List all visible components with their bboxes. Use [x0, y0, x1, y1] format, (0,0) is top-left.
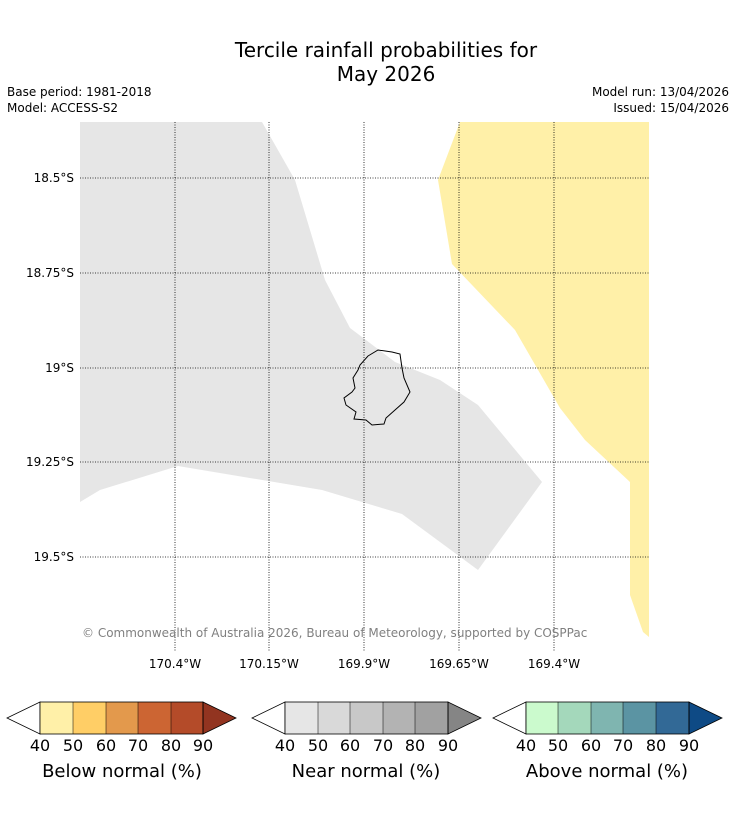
legend-tick: 80 [160, 736, 182, 755]
legend-tick: 70 [127, 736, 149, 755]
gridlines [80, 122, 649, 652]
legend-above-under-arrow [492, 701, 527, 735]
legend-below-label: Below normal (%) [42, 761, 202, 782]
model-run: Model run: 13/04/2026 [591, 85, 729, 99]
legend-tick: 90 [678, 736, 700, 755]
legend-below-swatch-40 [40, 702, 73, 734]
legend-below-under-arrow [6, 701, 41, 735]
near-normal-region [80, 122, 542, 570]
legend-above-swatch-40 [526, 702, 558, 734]
legend-near-swatch-80 [415, 702, 448, 734]
legend-below-swatch-60 [106, 702, 138, 734]
legend-above-swatch-60 [591, 702, 623, 734]
legend-tick: 40 [274, 736, 296, 755]
legend-near [251, 701, 482, 735]
legend-tick: 50 [547, 736, 569, 755]
lon-label-169-4: 169.4°W [527, 657, 581, 671]
legend-near-swatch-60 [350, 702, 383, 734]
legend-tick: 60 [95, 736, 117, 755]
lat-label-18-5: 18.5°S [33, 171, 74, 185]
legend-tick: 40 [515, 736, 537, 755]
legend-near-swatch-70 [383, 702, 415, 734]
legend-near-swatch-40 [285, 702, 318, 734]
legend-tick: 80 [404, 736, 426, 755]
legend-tick: 40 [29, 736, 51, 755]
legend-above-label: Above normal (%) [525, 761, 689, 782]
legend-tick: 50 [62, 736, 84, 755]
legend-tick: 70 [612, 736, 634, 755]
legend-above-over-arrow [688, 701, 723, 735]
legend-below-swatch-50 [73, 702, 106, 734]
model-name: Model: ACCESS-S2 [7, 101, 119, 115]
lon-label-170-15: 170.15°W [239, 657, 299, 671]
lat-label-18-75: 18.75°S [26, 266, 74, 280]
meta-left: Base period: 1981-2018 Model: ACCESS-S2 [7, 84, 152, 116]
legend-near-over-arrow [447, 701, 482, 735]
legend-near-swatch-50 [318, 702, 350, 734]
legend-below-swatch-70 [138, 702, 171, 734]
legend-tick: 80 [645, 736, 667, 755]
lat-label-19: 19°S [45, 361, 74, 375]
lon-label-169-65: 169.65°W [429, 657, 489, 671]
lat-label-19-5: 19.5°S [33, 550, 74, 564]
below-normal-region [438, 122, 649, 637]
legend-tick: 60 [339, 736, 361, 755]
legend-below-swatch-80 [171, 702, 203, 734]
legend-below [6, 701, 237, 735]
legend-tick: 90 [192, 736, 214, 755]
meta-right: Model run: 13/04/2026 Issued: 15/04/2026 [592, 84, 729, 116]
lon-label-170-4: 170.4°W [148, 657, 202, 671]
legend-below-over-arrow [202, 701, 237, 735]
legend-above-swatch-80 [656, 702, 689, 734]
legend-tick: 90 [437, 736, 459, 755]
legend-tick: 60 [580, 736, 602, 755]
legend-near-under-arrow [251, 701, 286, 735]
legend-above-swatch-70 [623, 702, 656, 734]
base-period: Base period: 1981-2018 [7, 85, 152, 99]
copyright-text: © Commonwealth of Australia 2026, Bureau… [82, 626, 587, 640]
title-line-1: Tercile rainfall probabilities for [234, 38, 538, 62]
lat-label-19-25: 19.25°S [26, 455, 74, 469]
title-line-2: May 2026 [336, 62, 436, 86]
island-outline [343, 349, 411, 426]
issued-date: Issued: 15/04/2026 [613, 101, 729, 115]
legend-tick: 50 [307, 736, 329, 755]
legend-above [492, 701, 723, 735]
legend-above-swatch-50 [558, 702, 591, 734]
map-title: Tercile rainfall probabilities for May 2… [0, 38, 736, 86]
legend-near-label: Near normal (%) [291, 761, 441, 782]
lon-label-169-9: 169.9°W [337, 657, 391, 671]
legend-tick: 70 [372, 736, 394, 755]
